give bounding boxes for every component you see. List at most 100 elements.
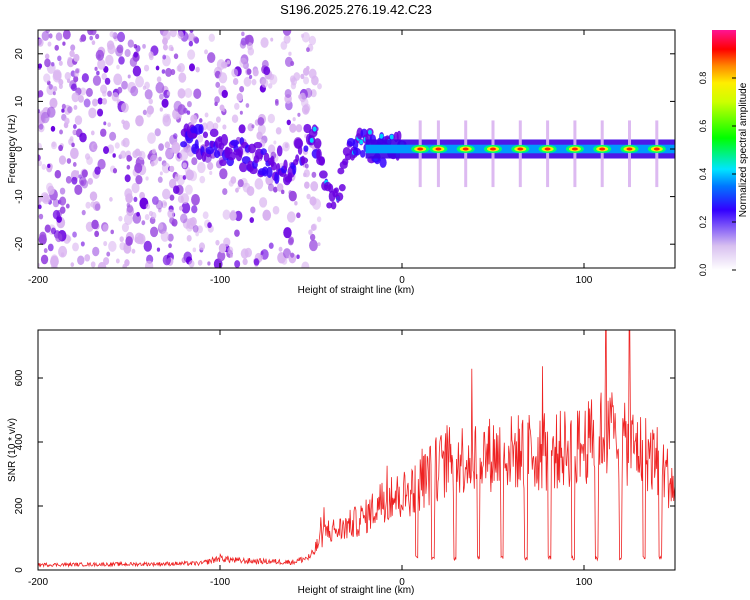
spectrogram-noise-blob <box>162 54 167 60</box>
snr-y-tick-label: 200 <box>14 497 25 514</box>
spectrogram-noise-blob <box>302 172 307 178</box>
spectrogram-noise-blob <box>38 38 44 47</box>
spectrogram-noise-blob <box>280 41 288 50</box>
spectrogram-noise-blob <box>73 75 79 83</box>
spectrogram-signal-blob <box>326 202 333 209</box>
spectrogram-noise-blob <box>55 32 63 41</box>
spectrogram-noise-blob <box>189 30 194 33</box>
spectrogram-signal-blob <box>338 184 346 192</box>
spectrogram-noise-blob <box>107 90 112 97</box>
spectrogram-noise-blob <box>134 162 143 174</box>
spectrogram-noise-blob <box>261 78 269 88</box>
spectrogram-noise-blob <box>186 100 192 108</box>
spectrogram-signal-blob <box>337 167 345 175</box>
spectrogram-noise-blob <box>288 236 295 244</box>
spectrogram-noise-blob <box>288 190 297 202</box>
spectrogram-noise-blob <box>290 60 295 67</box>
spectrogram-noise-blob <box>230 209 237 218</box>
colorbar-tick-label: 0.8 <box>698 72 708 85</box>
spectrogram-noise-blob <box>212 122 219 130</box>
spectrogram-noise-blob <box>197 259 203 266</box>
snr-x-ticks: -200 -100 0 100 <box>28 330 593 588</box>
spectrogram-signal-blob <box>359 150 366 158</box>
spectrogram-noise-blob <box>108 240 117 252</box>
spectrogram-streak <box>628 120 631 188</box>
spectrogram-noise-blob <box>199 175 206 184</box>
spectrogram-noise-blob <box>169 30 177 38</box>
spectrogram-signal-blob <box>379 157 387 168</box>
spectrogram-signal-blob <box>396 130 402 141</box>
spectrogram-noise-blob <box>103 240 108 247</box>
spectrogram-noise-blob <box>244 35 250 42</box>
spectrogram-signal-blob <box>330 201 337 210</box>
spectrogram-noise-blob <box>254 178 264 190</box>
spectrogram-signal-blob <box>238 162 248 173</box>
colorbar-gradient <box>712 30 736 270</box>
spectrogram-signal-blob <box>220 134 229 146</box>
spectrogram-noise-blob <box>73 104 78 110</box>
spectrogram-noise-blob <box>215 239 220 246</box>
spectrogram-noise-blob <box>246 68 252 75</box>
spectrogram-y-tick-label: 20 <box>14 48 25 60</box>
spectrogram-noise-blob <box>59 129 63 135</box>
spectrogram-noise-blob <box>309 233 316 241</box>
spectrogram-signal-blob <box>292 163 297 175</box>
spectrogram-noise-blob <box>207 162 214 171</box>
spectrogram-noise-blob <box>165 67 173 77</box>
spectrogram-noise-blob <box>257 124 266 135</box>
spectrogram-noise-blob <box>72 129 77 135</box>
spectrogram-noise-blob <box>80 241 85 247</box>
spectrogram-noise-blob <box>151 148 157 155</box>
spectrogram-noise-blob <box>81 73 89 83</box>
spectrogram-noise-blob <box>59 187 66 195</box>
spectrogram-noise-blob <box>216 59 226 71</box>
snr-x-label: Height of straight line (km) <box>298 585 415 596</box>
spectrogram-streak <box>600 120 604 188</box>
spectrogram-noise-blob <box>106 251 111 257</box>
spectrogram-noise-blob <box>263 66 271 76</box>
spectrogram-signal-blob <box>230 139 240 146</box>
spectrogram-signal-blob <box>342 158 349 166</box>
spectrogram-signal-core <box>389 134 394 140</box>
spectrogram-noise-blob <box>38 109 41 114</box>
spectrogram-y-label: Frequency (Hz) <box>7 115 18 184</box>
spectrogram-streak <box>491 120 495 188</box>
spectrogram-signal-blob <box>303 123 312 134</box>
spectrogram-noise-blob <box>91 40 96 46</box>
snr-y-tick-label: 0 <box>14 567 25 573</box>
spectrogram-noise-blob <box>267 183 275 192</box>
spectrogram-noise-blob <box>101 72 107 81</box>
spectrogram-noise-blob <box>207 222 212 229</box>
spectrogram-noise-blob <box>188 40 194 47</box>
spectrogram-noise-blob <box>290 82 297 90</box>
spectrogram-noise-blob <box>97 158 106 170</box>
spectrogram-noise-blob <box>89 35 94 41</box>
spectrogram-noise-blob <box>52 209 61 220</box>
spectrogram-noise-blob <box>61 103 66 110</box>
spectrogram-noise-blob <box>103 257 110 266</box>
spectrogram-streak <box>573 120 577 188</box>
spectrogram-noise-blob <box>84 254 91 262</box>
chart-title: S196.2025.276.19.42.C23 <box>280 2 432 17</box>
spectrogram-y-tick-label: -10 <box>14 189 25 204</box>
spectrogram-noise-blob <box>85 87 93 97</box>
spectrogram-noise-blob <box>121 80 128 90</box>
spectrogram-noise-blob <box>58 83 63 89</box>
spectrogram-noise-blob <box>44 53 50 60</box>
spectrogram-noise-blob <box>81 169 88 178</box>
spectrogram-noise-blob <box>47 41 52 47</box>
snr-y-label: SNR (10 * v/v) <box>7 418 18 482</box>
spectrogram-signal-blob <box>213 150 221 159</box>
spectrogram-noise-blob <box>70 262 75 267</box>
spectrogram-noise-blob <box>96 70 100 76</box>
spectrogram-noise-blob <box>131 248 136 254</box>
spectrogram-noise-blob <box>268 83 273 89</box>
spectrogram-noise-blob <box>123 243 132 254</box>
spectrogram-noise-blob <box>89 191 98 202</box>
spectrogram-noise-blob <box>54 170 62 179</box>
spectrogram-signal-blob <box>253 141 263 149</box>
spectrogram-streak <box>436 120 440 188</box>
spectrogram-noise-blob <box>208 33 215 42</box>
spectrogram-noise-blob <box>118 215 123 222</box>
spectrogram-noise-blob <box>65 203 70 209</box>
